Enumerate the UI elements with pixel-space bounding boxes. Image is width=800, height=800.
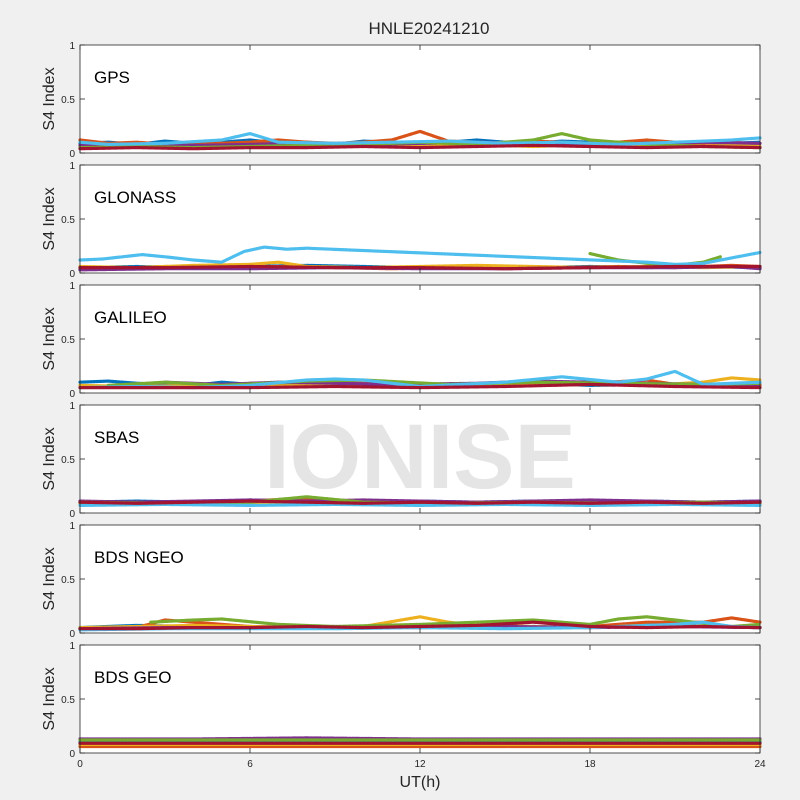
plot-area xyxy=(80,165,760,273)
y-tick-label: 1 xyxy=(69,401,75,412)
y-tick-label: 0 xyxy=(69,629,75,640)
plot-area xyxy=(80,45,760,153)
panel-galileo: 0 0.5 1 S4 Index GALILEO xyxy=(41,281,762,400)
series-line-7 xyxy=(78,620,762,631)
y-tick-label: 0.5 xyxy=(61,95,75,106)
panel-label: GALILEO xyxy=(94,308,167,327)
y-tick-label: 0 xyxy=(69,149,75,160)
y-tick-label: 0 xyxy=(69,269,75,280)
y-axis-label: S4 Index xyxy=(41,187,58,250)
y-tick-label: 1 xyxy=(69,41,75,52)
y-tick-label: 1 xyxy=(69,521,75,532)
x-tick-label: 24 xyxy=(754,759,766,770)
series-line-5 xyxy=(106,378,762,387)
y-axis-label: S4 Index xyxy=(41,667,58,730)
y-tick-label: 0.5 xyxy=(61,335,75,346)
y-axis-label: S4 Index xyxy=(41,427,58,490)
panel-bds-ngeo: 0 0.5 1 S4 Index BDS NGEO xyxy=(41,521,762,640)
series-line-7 xyxy=(78,264,762,271)
panel-bds-geo: 0 0.5 1 0 6 12 18 24 S4 Index BDS GEO xyxy=(41,641,766,770)
y-tick-label: 1 xyxy=(69,641,75,652)
series-line-6 xyxy=(78,502,762,507)
plot-area xyxy=(80,645,760,753)
series-line-7 xyxy=(78,499,762,505)
panel-label: SBAS xyxy=(94,428,139,447)
y-axis-label: S4 Index xyxy=(41,547,58,610)
x-tick-label: 18 xyxy=(584,759,596,770)
y-tick-label: 1 xyxy=(69,281,75,292)
y-tick-label: 0.5 xyxy=(61,215,75,226)
series-line-5 xyxy=(149,615,762,629)
panel-glonass: 0 0.5 1 S4 Index GLONASS xyxy=(41,161,762,280)
y-tick-label: 0 xyxy=(69,509,75,520)
series-line-7 xyxy=(78,143,762,151)
x-tick-label: 0 xyxy=(77,759,83,770)
y-axis-label: S4 Index xyxy=(41,67,58,130)
panel-label: BDS NGEO xyxy=(94,548,184,567)
panel-gps: 0 0.5 1 S4 Index GPS xyxy=(41,41,762,160)
x-tick-label: 12 xyxy=(414,759,426,770)
plot-area xyxy=(80,405,760,513)
plot-area xyxy=(80,525,760,633)
y-tick-label: 0.5 xyxy=(61,695,75,706)
panel-label: GLONASS xyxy=(94,188,176,207)
x-axis-label: UT(h) xyxy=(400,774,441,791)
plot-area xyxy=(80,285,760,393)
y-tick-label: 0 xyxy=(69,389,75,400)
series-line-6 xyxy=(78,132,762,146)
panel-sbas: 0 0.5 1 S4 Index SBAS xyxy=(41,401,762,520)
y-tick-label: 0.5 xyxy=(61,575,75,586)
panel-label: BDS GEO xyxy=(94,668,171,687)
panel-label: GPS xyxy=(94,68,130,87)
figure-title: HNLE20241210 xyxy=(369,19,490,38)
panels: 0 0.5 1 S4 Index GPS 0 0.5 1 S4 Index GLONASS 0 0.5… xyxy=(41,41,766,770)
y-tick-label: 0 xyxy=(69,749,75,760)
series-line-6 xyxy=(78,245,762,266)
series-line-7 xyxy=(78,382,762,390)
y-axis-label: S4 Index xyxy=(41,307,58,370)
watermark-text: IONISE xyxy=(264,406,576,508)
y-tick-label: 0.5 xyxy=(61,455,75,466)
x-tick-label: 6 xyxy=(247,759,253,770)
y-tick-label: 1 xyxy=(69,161,75,172)
